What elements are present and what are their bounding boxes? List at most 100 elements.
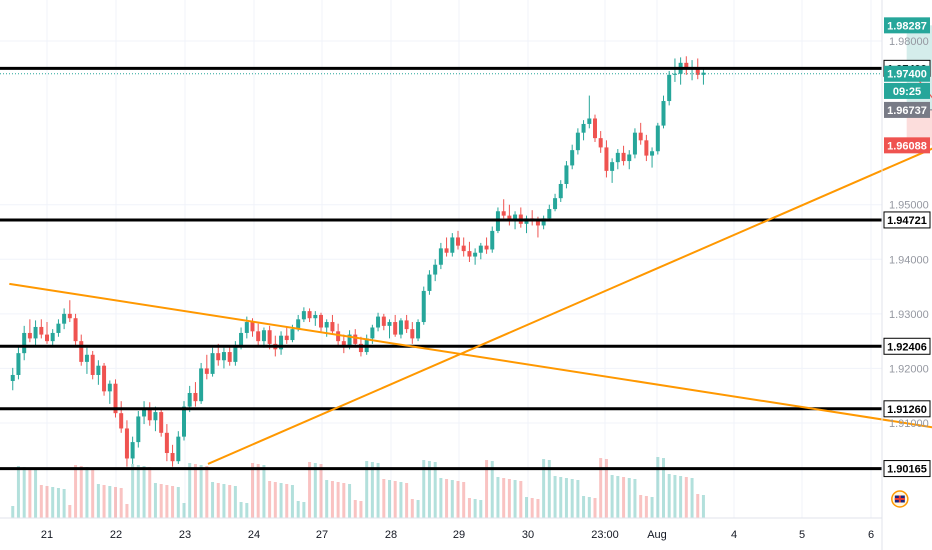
volume-bar	[131, 464, 135, 518]
candle-body	[650, 151, 655, 156]
candle-body	[182, 406, 186, 437]
candle-body	[164, 432, 169, 454]
candle-body	[456, 237, 460, 246]
volume-bar	[388, 480, 391, 518]
candle-body	[56, 323, 61, 333]
candle-body	[610, 162, 615, 171]
volume-bar	[662, 458, 665, 518]
candle-body	[461, 245, 466, 252]
candle-body	[45, 334, 49, 342]
candle-body	[256, 331, 261, 342]
candle-body	[284, 335, 289, 341]
candle-body	[250, 322, 255, 332]
candle-body	[199, 368, 204, 402]
candle-body	[598, 138, 603, 148]
volume-bar	[376, 463, 380, 518]
price-tag	[884, 137, 930, 154]
candle-body	[96, 365, 101, 375]
candle-body	[290, 329, 295, 341]
volume-bar	[330, 481, 334, 518]
volume-bar	[582, 496, 586, 518]
x-tick-label: 29	[453, 529, 465, 541]
volume-bar	[125, 504, 129, 518]
candle-body	[307, 311, 312, 319]
candle-body	[547, 209, 552, 219]
candle-body	[39, 326, 44, 335]
candle-body	[22, 332, 27, 354]
price-tag-label: 09:25	[893, 86, 921, 98]
downtrend-line[interactable]	[9, 282, 932, 456]
candle-body	[347, 334, 352, 347]
candle-body	[216, 353, 221, 361]
candle-body	[695, 68, 700, 75]
candle-body	[501, 211, 506, 216]
price-tag-label: 1.91260	[887, 404, 927, 416]
volume-bar	[62, 489, 66, 518]
volume-bar	[45, 486, 49, 518]
candle-body	[210, 353, 215, 374]
volume-bar	[74, 465, 78, 518]
volume-bar	[205, 466, 209, 518]
volume-bar	[399, 482, 403, 518]
candle-body	[541, 218, 546, 226]
candle-body	[490, 230, 495, 250]
volume-bar	[382, 479, 386, 518]
candle-body	[147, 409, 152, 421]
volume-bar	[410, 499, 414, 518]
volume-bar	[656, 457, 660, 518]
price-tag	[883, 400, 931, 418]
x-tick-label: 22	[110, 529, 122, 541]
volume-bar	[564, 478, 568, 518]
volume-bar	[114, 487, 117, 518]
volume-bar	[102, 485, 106, 518]
price-tag-label: 1.94721	[887, 215, 927, 227]
price-tag-label: 1.92406	[887, 341, 927, 353]
candle-body	[564, 165, 569, 184]
candle-body	[204, 368, 209, 374]
volume-bar	[513, 480, 517, 518]
volume-bar	[679, 476, 683, 518]
candle-body	[113, 383, 118, 414]
candle-body	[684, 62, 689, 70]
y-tick-label: 1.95000	[889, 200, 929, 212]
volume-bar	[433, 462, 437, 518]
uptrend-line[interactable]	[207, 63, 932, 465]
volume-bar	[479, 500, 483, 518]
volume-bar	[176, 487, 180, 518]
volume-bar	[593, 498, 597, 518]
volume-bar	[639, 495, 643, 518]
candle-body	[159, 412, 164, 433]
candle-body	[107, 383, 112, 392]
volume-bar	[650, 497, 654, 518]
candle-body	[593, 118, 597, 139]
volume-bar	[211, 482, 215, 518]
volume-bar	[473, 499, 477, 518]
candle-body	[324, 322, 329, 328]
volume-bar	[696, 494, 700, 518]
candle-body	[267, 330, 272, 344]
volume-bar	[56, 488, 60, 518]
candle-body	[84, 354, 89, 362]
volume-bar	[279, 483, 283, 518]
candle-body	[387, 322, 392, 326]
volume-bar	[570, 479, 574, 518]
candle-body	[450, 237, 455, 253]
price-tag	[883, 460, 931, 478]
candle-body	[604, 147, 609, 171]
candle-body	[621, 152, 626, 162]
candle-body	[632, 132, 637, 155]
x-tick-label: 4	[731, 529, 737, 541]
volume-bar	[216, 483, 220, 518]
volume-bar	[439, 478, 443, 518]
volume-bar	[610, 475, 614, 518]
candle-body	[672, 73, 677, 75]
volume-bar	[91, 468, 95, 518]
volume-bar	[119, 488, 123, 518]
candle-body	[79, 341, 84, 362]
price-tag	[884, 101, 930, 118]
y-tick-label: 1.98000	[889, 36, 929, 48]
volume-bar	[456, 481, 460, 518]
volume-bar	[485, 460, 489, 518]
